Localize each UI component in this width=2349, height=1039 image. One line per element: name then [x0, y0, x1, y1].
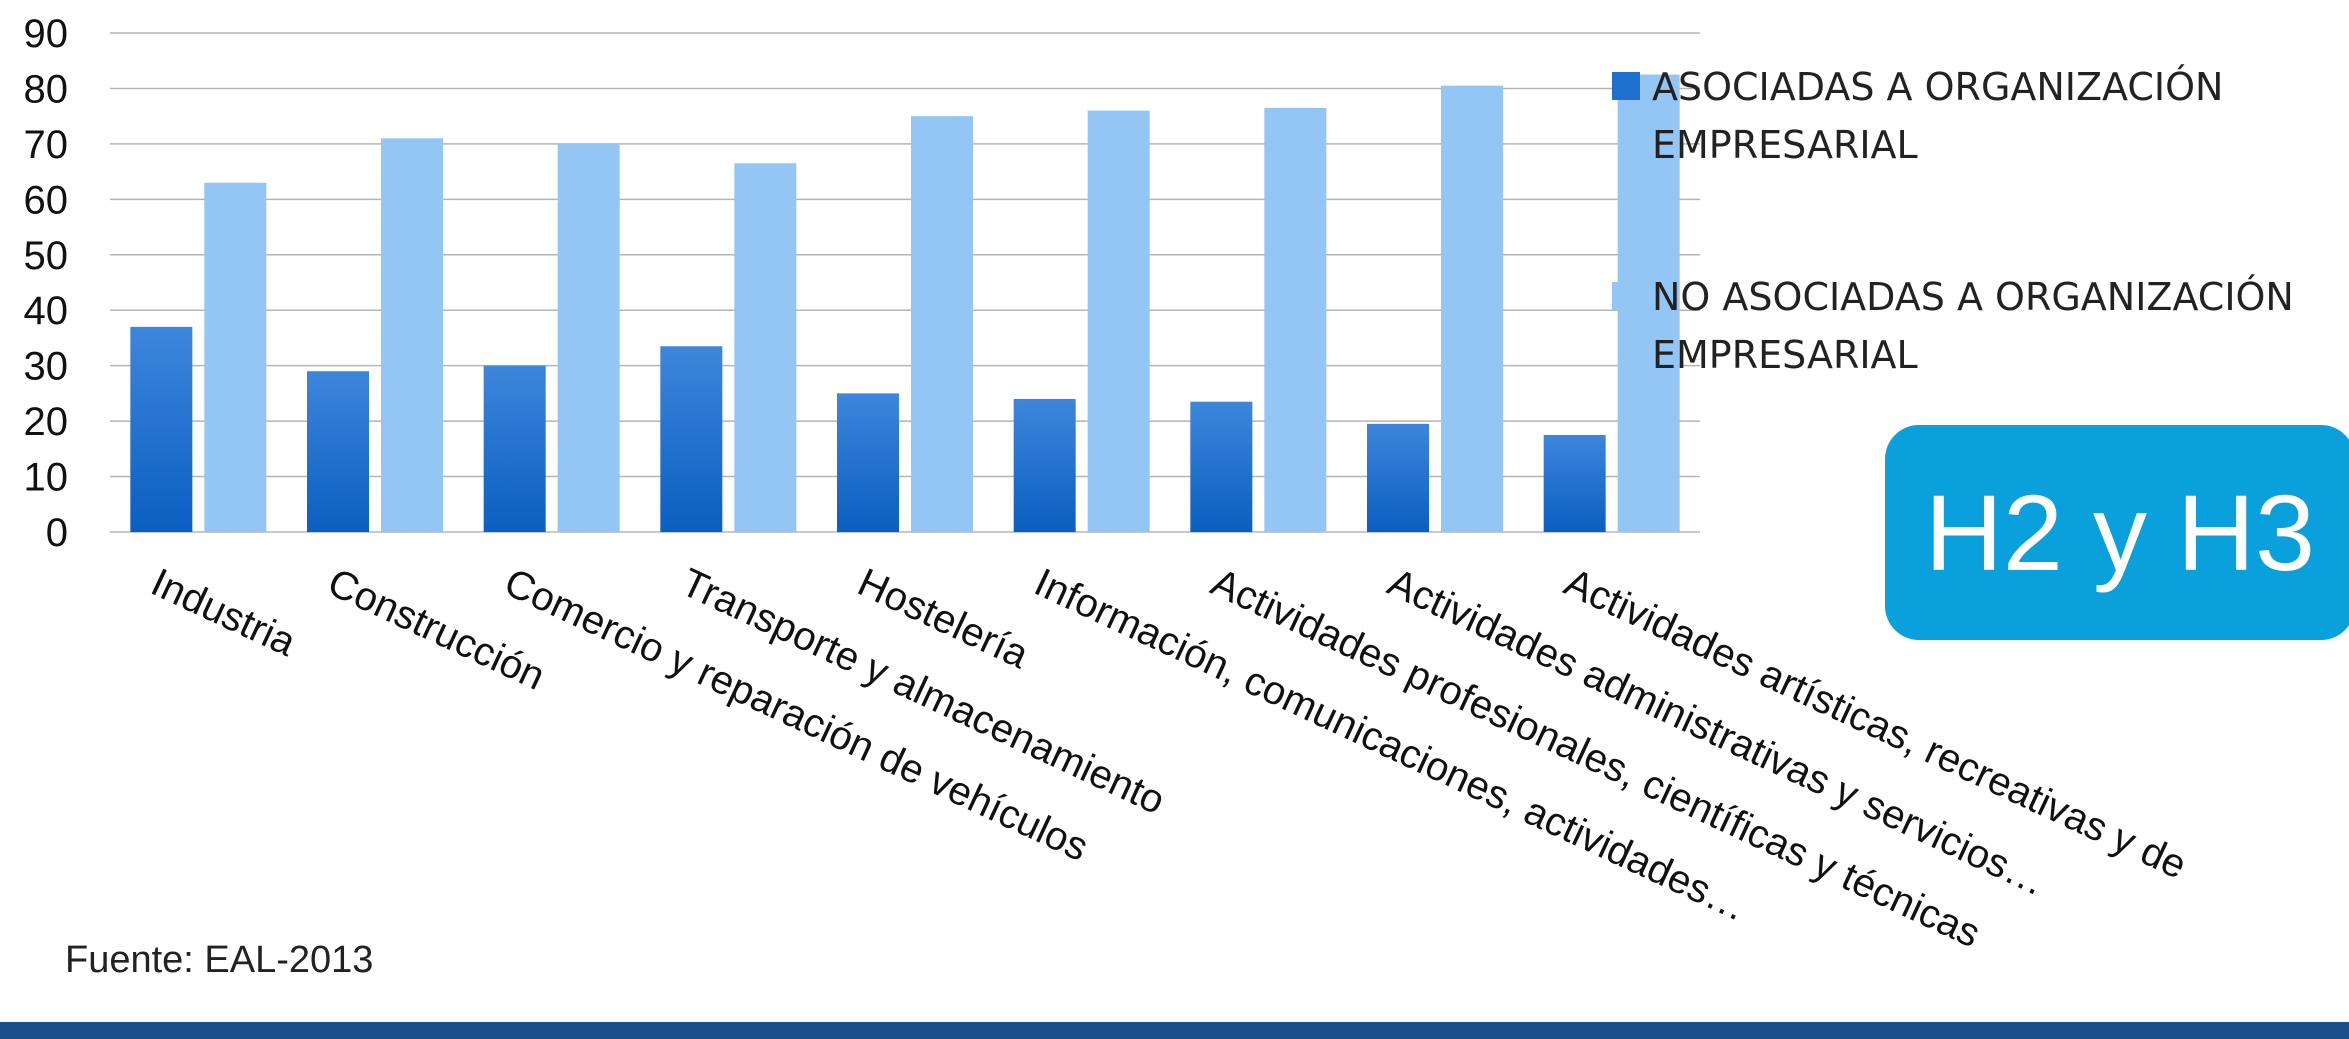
y-tick-label: 90	[24, 12, 69, 56]
bar-asociadas	[1013, 398, 1076, 532]
bar-asociadas	[483, 365, 546, 532]
legend-label-asociadas: ASOCIADAS A ORGANIZACIÓN EMPRESARIAL	[1652, 65, 2224, 167]
x-tick-label: Industria	[145, 560, 303, 665]
legend: ASOCIADAS A ORGANIZACIÓN EMPRESARIAL NO …	[1610, 58, 2330, 478]
bar-no-asociadas	[911, 116, 973, 533]
footer-bar	[0, 1022, 2349, 1039]
y-tick-label: 80	[24, 67, 69, 111]
bar-asociadas	[130, 326, 193, 532]
y-tick-label: 70	[24, 123, 69, 167]
bar-asociadas	[1367, 423, 1429, 532]
legend-label-no-asociadas: NO ASOCIADAS A ORGANIZACIÓN EMPRESARIAL	[1652, 275, 2294, 377]
bar-asociadas	[837, 393, 899, 532]
bar-asociadas	[1543, 434, 1606, 532]
bar-asociadas	[1190, 401, 1253, 532]
legend-swatch-no-asociadas	[1612, 282, 1640, 310]
bar-no-asociadas	[734, 163, 797, 533]
bar-no-asociadas	[204, 182, 267, 532]
bar-no-asociadas	[1087, 110, 1150, 532]
legend-item-no-asociadas: NO ASOCIADAS A ORGANIZACIÓN EMPRESARIAL	[1610, 268, 2330, 384]
h2-h3-badge: H2 y H3	[1885, 425, 2349, 640]
bar-no-asociadas	[1441, 85, 1503, 532]
bar-no-asociadas	[557, 143, 620, 532]
x-tick-label: Actividades profesionales, científicas y…	[1205, 560, 1987, 956]
source-note: Fuente: EAL-2013	[65, 939, 374, 981]
bar-asociadas	[307, 371, 369, 532]
y-tick-label: 10	[24, 456, 69, 500]
y-tick-label: 40	[24, 289, 69, 333]
y-tick-label: 0	[46, 511, 68, 555]
bar-no-asociadas	[381, 138, 443, 532]
y-tick-label: 60	[24, 178, 69, 222]
bar-no-asociadas	[1264, 107, 1327, 532]
legend-swatch-asociadas	[1612, 72, 1640, 100]
y-tick-label: 20	[24, 400, 69, 444]
legend-item-asociadas: ASOCIADAS A ORGANIZACIÓN EMPRESARIAL	[1610, 58, 2330, 174]
bar-asociadas	[660, 346, 723, 532]
y-tick-label: 30	[24, 345, 69, 389]
y-tick-label: 50	[24, 234, 69, 278]
